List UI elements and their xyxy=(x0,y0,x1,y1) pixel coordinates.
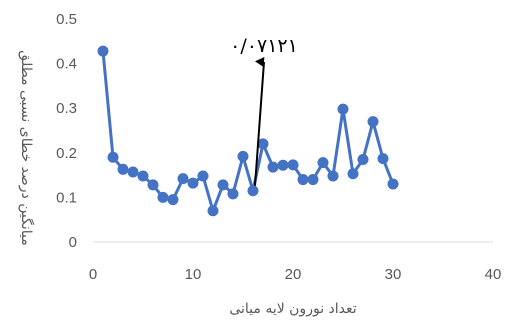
data-point xyxy=(347,168,359,180)
data-point xyxy=(187,177,199,189)
data-point xyxy=(217,179,229,191)
y-axis-title: میانگین درصد خطای نسبی مطلق xyxy=(18,50,35,245)
data-point xyxy=(117,163,129,175)
y-tick-label: 0.1 xyxy=(56,189,77,206)
data-point xyxy=(277,159,289,171)
x-tick-label: 0 xyxy=(89,266,97,283)
data-point xyxy=(207,205,219,217)
x-axis-ticks: 0 10 20 30 40 xyxy=(89,266,502,283)
annotation-arrow xyxy=(254,57,265,186)
data-point xyxy=(167,194,179,206)
data-point xyxy=(147,179,159,191)
data-point xyxy=(367,116,379,128)
data-point xyxy=(97,45,109,57)
y-axis-ticks: 0 0.1 0.2 0.3 0.4 0.5 xyxy=(56,11,77,251)
data-point xyxy=(227,188,239,200)
data-point xyxy=(127,166,139,178)
series-line xyxy=(101,50,395,213)
annotation-layer: ۰/۰۷۱۲۱ xyxy=(230,35,298,186)
data-point xyxy=(107,151,119,163)
y-tick-label: 0.3 xyxy=(56,100,77,117)
data-point xyxy=(377,153,389,165)
data-point xyxy=(357,153,369,165)
data-point xyxy=(297,174,309,186)
data-point xyxy=(137,170,149,182)
data-point xyxy=(177,173,189,185)
x-axis-title: تعداد نورون لایه میانی xyxy=(229,301,356,317)
data-point xyxy=(257,138,269,150)
annotation-label: ۰/۰۷۱۲۱ xyxy=(230,35,298,57)
data-point xyxy=(327,170,339,182)
y-tick-label: 0 xyxy=(69,234,77,251)
x-tick-label: 30 xyxy=(385,266,402,283)
x-tick-label: 20 xyxy=(285,266,302,283)
x-tick-label: 40 xyxy=(485,266,502,283)
y-tick-label: 0.5 xyxy=(56,11,77,28)
series-layer xyxy=(97,45,399,217)
data-point xyxy=(307,174,319,186)
x-tick-label: 10 xyxy=(185,266,202,283)
data-point xyxy=(317,157,329,169)
data-point xyxy=(387,178,399,190)
data-point xyxy=(287,159,299,171)
data-point xyxy=(197,170,209,182)
y-tick-label: 0.2 xyxy=(56,145,77,162)
data-point xyxy=(237,150,249,162)
data-point xyxy=(247,185,259,197)
y-tick-label: 0.4 xyxy=(56,56,77,73)
data-point xyxy=(157,191,169,203)
data-point xyxy=(267,161,279,173)
data-point xyxy=(337,103,349,115)
